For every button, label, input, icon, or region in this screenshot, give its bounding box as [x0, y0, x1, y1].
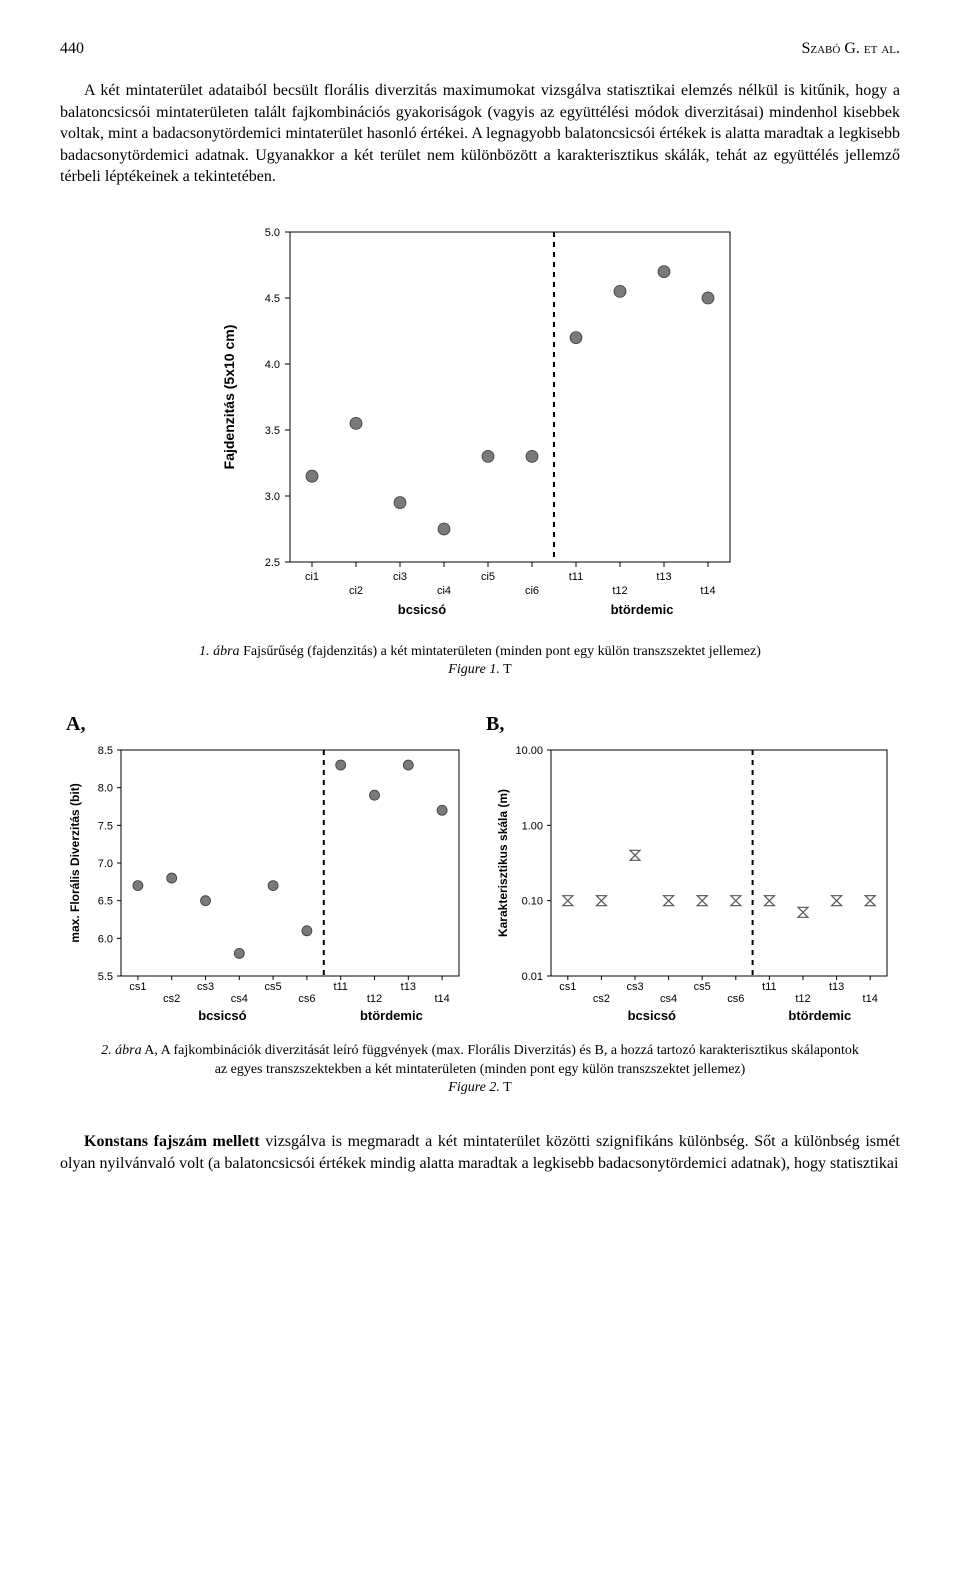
svg-text:bcsicsó: bcsicsó [198, 1008, 246, 1023]
svg-text:t11: t11 [762, 981, 776, 993]
svg-text:cs3: cs3 [626, 981, 643, 993]
svg-text:6.0: 6.0 [98, 934, 113, 946]
svg-text:ci3: ci3 [393, 571, 407, 583]
svg-text:ci1: ci1 [305, 571, 319, 583]
svg-text:btördemic: btördemic [788, 1008, 851, 1023]
figure-1-caption-text: Fajsűrűség (fajdenzitás) a két mintaterü… [240, 644, 761, 659]
panel-b-label: B, [480, 713, 900, 736]
figure-2-panel-labels: A, B, [60, 713, 900, 736]
svg-text:btördemic: btördemic [360, 1008, 423, 1023]
svg-text:ci6: ci6 [525, 585, 539, 597]
svg-text:ci5: ci5 [481, 571, 495, 583]
svg-text:cs6: cs6 [727, 993, 744, 1005]
svg-text:Karakterisztikus skála (m): Karakterisztikus skála (m) [496, 789, 510, 937]
figure-2a-chart: 5.5 6.0 6.5 7.0 7.5 8.0 8.5 cs1 cs2 cs3 cs4 cs5 cs6 t… [61, 736, 471, 1036]
svg-text:cs1: cs1 [129, 981, 146, 993]
svg-text:cs5: cs5 [694, 981, 711, 993]
svg-text:cs1: cs1 [559, 981, 576, 993]
svg-text:1.00: 1.00 [522, 821, 543, 833]
svg-text:cs4: cs4 [231, 993, 248, 1005]
figure-1-caption: 1. ábra Fajsűrűség (fajdenzitás) a két m… [100, 643, 860, 679]
svg-text:ci2: ci2 [349, 585, 363, 597]
svg-text:bcsicsó: bcsicsó [628, 1008, 676, 1023]
svg-text:cs2: cs2 [163, 993, 180, 1005]
svg-text:Fajdenzitás (5x10 cm): Fajdenzitás (5x10 cm) [221, 325, 237, 470]
svg-text:cs2: cs2 [593, 993, 610, 1005]
svg-text:8.5: 8.5 [98, 745, 113, 757]
svg-text:7.0: 7.0 [98, 858, 113, 870]
svg-text:cs4: cs4 [660, 993, 677, 1005]
svg-text:max. Florális Diverzitás (bit): max. Florális Diverzitás (bit) [68, 784, 82, 943]
svg-text:ci4: ci4 [437, 585, 451, 597]
svg-text:t14: t14 [434, 993, 449, 1005]
svg-text:cs5: cs5 [265, 981, 282, 993]
figure-2-caption-en-text: T [500, 1080, 512, 1095]
svg-text:t14: t14 [700, 585, 715, 597]
figure-2-caption-text: A, A fajkombinációk diverzitását leíró f… [142, 1043, 859, 1076]
svg-text:t13: t13 [401, 981, 416, 993]
svg-text:2.5: 2.5 [265, 557, 280, 569]
svg-text:t13: t13 [829, 981, 844, 993]
paragraph-2-lead: Konstans fajszám mellett [84, 1133, 260, 1150]
svg-text:t13: t13 [656, 571, 671, 583]
figure-1: 2.5 3.0 3.5 4.0 4.5 5.0 ci1 ci2 ci3 ci4 ci5 ci6 t11 t… [60, 212, 900, 637]
svg-text:t12: t12 [795, 993, 810, 1005]
figure-1-caption-en-text: T [500, 662, 512, 677]
figure-2b-chart: 0.01 0.10 1.00 10.00 cs1 cs2 cs3 cs4 cs5 cs6 t11 t1… [489, 736, 899, 1036]
svg-text:bcsicsó: bcsicsó [398, 602, 446, 617]
svg-text:8.0: 8.0 [98, 783, 113, 795]
svg-text:10.00: 10.00 [515, 745, 543, 757]
figure-1-chart: 2.5 3.0 3.5 4.0 4.5 5.0 ci1 ci2 ci3 ci4 ci5 ci6 t11 t… [210, 212, 750, 632]
svg-text:4.5: 4.5 [265, 293, 280, 305]
figure-1-caption-en-label: Figure 1. [448, 662, 500, 677]
paragraph-2: Konstans fajszám mellett vizsgálva is me… [60, 1131, 900, 1174]
figure-2-caption-en-label: Figure 2. [448, 1080, 500, 1095]
svg-text:0.01: 0.01 [522, 971, 543, 983]
author-header: Szabó G. et al. [802, 40, 901, 58]
svg-text:t12: t12 [367, 993, 382, 1005]
figure-2-caption-label: 2. ábra [101, 1043, 141, 1058]
svg-text:4.0: 4.0 [265, 359, 280, 371]
svg-text:7.5: 7.5 [98, 821, 113, 833]
figure-2-caption: 2. ábra A, A fajkombinációk diverzitását… [100, 1042, 860, 1097]
svg-text:5.0: 5.0 [265, 227, 280, 239]
svg-text:cs6: cs6 [298, 993, 315, 1005]
running-header: 440 Szabó G. et al. [60, 40, 900, 58]
svg-text:t12: t12 [612, 585, 627, 597]
svg-text:0.10: 0.10 [522, 896, 543, 908]
svg-text:t14: t14 [863, 993, 878, 1005]
svg-text:t11: t11 [333, 981, 347, 993]
svg-text:6.5: 6.5 [98, 896, 113, 908]
svg-text:btördemic: btördemic [611, 602, 674, 617]
panel-a-label: A, [60, 713, 480, 736]
svg-text:cs3: cs3 [197, 981, 214, 993]
paragraph-1: A két mintaterület adataiból becsült flo… [60, 80, 900, 188]
page-number: 440 [60, 40, 84, 58]
svg-text:5.5: 5.5 [98, 971, 113, 983]
svg-text:3.5: 3.5 [265, 425, 280, 437]
figure-2: 5.5 6.0 6.5 7.0 7.5 8.0 8.5 cs1 cs2 cs3 cs4 cs5 cs6 t… [60, 736, 900, 1036]
figure-1-caption-label: 1. ábra [199, 644, 239, 659]
svg-text:3.0: 3.0 [265, 491, 280, 503]
svg-text:t11: t11 [569, 571, 583, 583]
